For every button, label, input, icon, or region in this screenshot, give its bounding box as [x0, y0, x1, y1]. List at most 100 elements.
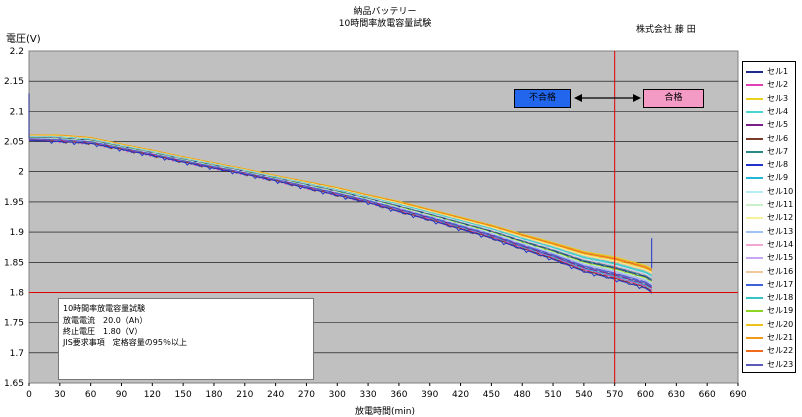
y-tick-label: 1.65 — [4, 379, 24, 389]
legend-label: セル21 — [767, 333, 794, 342]
legend-label: セル20 — [767, 319, 794, 329]
y-axis-label: 電圧(V) — [6, 34, 41, 45]
x-tick-label: 180 — [205, 390, 222, 400]
legend-item: セル19 — [745, 304, 795, 317]
legend-item: セル16 — [745, 265, 795, 278]
legend-label: セル13 — [767, 226, 794, 236]
legend-item: セル11 — [745, 198, 795, 211]
legend-item: セル6 — [745, 132, 795, 145]
legend-label: セル2 — [767, 80, 789, 90]
legend-item: セル14 — [745, 238, 795, 251]
legend-label: セル4 — [767, 106, 789, 116]
legend-item: セル7 — [745, 145, 795, 158]
legend-item: セル17 — [745, 278, 795, 291]
legend-item: セル12 — [745, 211, 795, 224]
legend-label: セル11 — [767, 200, 794, 209]
legend-item: セル15 — [745, 251, 795, 264]
test-conditions-note: 10時間率放電容量試験 放電電流 20.0（Ah） 終止電圧 1.80（V） J… — [58, 298, 314, 380]
legend-item: セル5 — [745, 118, 795, 131]
arrow-left-head — [574, 94, 582, 102]
x-tick-label: 0 — [26, 390, 32, 400]
arrow-right-head — [633, 94, 641, 102]
x-tick-label: 660 — [699, 390, 716, 400]
x-tick-label: 690 — [729, 390, 746, 400]
y-tick-label: 1.7 — [10, 349, 24, 359]
legend-item: セル22 — [745, 344, 795, 357]
y-tick-label: 2.2 — [10, 47, 24, 57]
legend-swatch — [746, 137, 763, 140]
x-tick-label: 630 — [668, 390, 685, 400]
y-tick-label: 2.15 — [4, 77, 24, 87]
note-line-title: 10時間率放電容量試験 — [63, 304, 146, 313]
legend-item: セル1 — [745, 65, 795, 78]
legend-item: セル18 — [745, 291, 795, 304]
legend-item: セル4 — [745, 105, 795, 118]
legend-label: セル8 — [767, 160, 789, 170]
legend-swatch — [746, 283, 763, 286]
legend-item: セル9 — [745, 171, 795, 184]
fail-badge: 不合格 — [514, 89, 571, 108]
x-tick-label: 90 — [116, 390, 128, 400]
legend-item: セル8 — [745, 158, 795, 171]
legend-item: セル2 — [745, 78, 795, 91]
legend-label: セル17 — [767, 279, 794, 289]
legend-label: セル7 — [767, 146, 789, 156]
legend-swatch — [746, 150, 763, 153]
legend-item: セル13 — [745, 225, 795, 238]
x-tick-label: 480 — [514, 390, 531, 400]
legend-item: セル10 — [745, 185, 795, 198]
series-line-8 — [28, 139, 653, 294]
legend-swatch — [746, 190, 763, 193]
x-tick-label: 300 — [329, 390, 346, 400]
legend-label: セル15 — [767, 253, 794, 263]
legend-item: セル23 — [745, 358, 795, 371]
x-tick-label: 240 — [267, 390, 284, 400]
chart-title: 納品バッテリー — [353, 7, 417, 17]
legend-swatch — [746, 177, 763, 180]
legend-item: セル21 — [745, 331, 795, 344]
x-tick-label: 510 — [544, 390, 561, 400]
x-tick-label: 540 — [575, 390, 592, 400]
y-tick-label: 2 — [18, 168, 24, 178]
legend-swatch — [746, 204, 763, 206]
x-tick-label: 420 — [452, 390, 469, 400]
legend-swatch — [746, 350, 763, 353]
x-tick-label: 150 — [175, 390, 192, 400]
y-tick-label: 2.05 — [4, 138, 24, 148]
legend-label: セル19 — [767, 306, 794, 316]
legend-label: セル23 — [767, 359, 794, 369]
x-axis-label: 放電時間(min) — [355, 407, 415, 417]
legend-swatch — [746, 323, 763, 326]
x-tick-label: 570 — [606, 390, 623, 400]
y-tick-label: 2.1 — [10, 107, 24, 117]
legend-item: セル3 — [745, 92, 795, 105]
legend-label: セル1 — [767, 67, 789, 76]
note-line-requirement: JIS要求事項 定格容量の95％以上 — [63, 338, 187, 347]
y-tick-label: 1.95 — [4, 198, 24, 208]
chart-subtitle: 10時間率放電容量試験 — [338, 19, 432, 29]
x-tick-label: 360 — [390, 390, 407, 400]
legend-swatch — [746, 297, 763, 300]
x-tick-label: 120 — [144, 390, 161, 400]
x-tick-label: 450 — [483, 390, 500, 400]
legend-label: セル22 — [767, 346, 794, 356]
legend-label: セル3 — [767, 93, 789, 103]
note-line-voltage: 終止電圧 1.80（V） — [63, 327, 143, 336]
legend-swatch — [746, 310, 763, 313]
legend-swatch — [746, 230, 763, 233]
legend-label: セル9 — [767, 173, 789, 183]
company-name: 株式会社 藤 田 — [636, 25, 696, 35]
legend-swatch — [746, 217, 763, 220]
x-tick-label: 600 — [637, 390, 654, 400]
legend-label: セル14 — [767, 239, 794, 249]
legend-swatch — [746, 110, 763, 113]
legend-swatch — [746, 84, 763, 87]
y-tick-label: 1.9 — [10, 228, 25, 238]
legend-item: セル20 — [745, 318, 795, 331]
pass-badge: 合格 — [643, 89, 704, 108]
y-tick-label: 1.85 — [4, 258, 24, 268]
legend-label: セル18 — [767, 293, 794, 303]
legend-label: セル12 — [767, 213, 794, 223]
legend-swatch — [746, 337, 763, 339]
legend-swatch — [746, 71, 763, 73]
